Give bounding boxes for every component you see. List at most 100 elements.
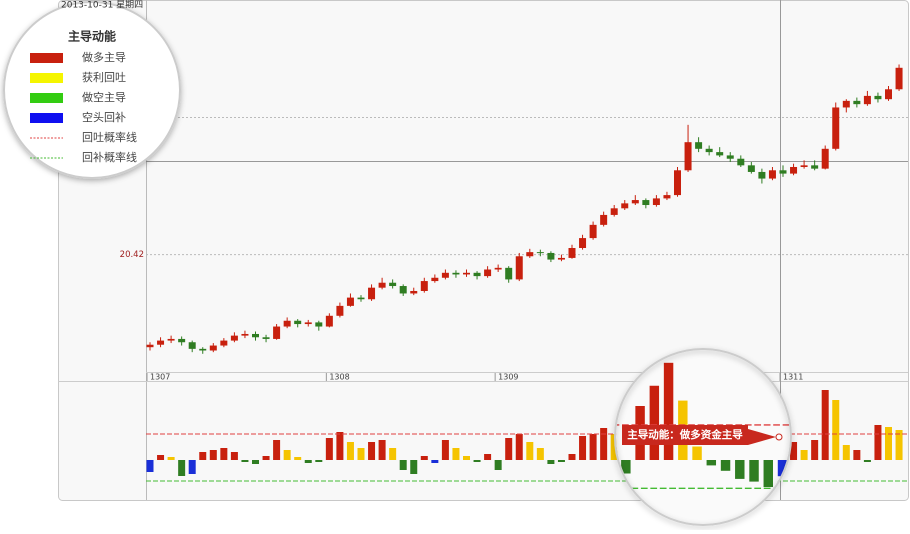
candle-body	[885, 89, 892, 100]
candle-body	[600, 214, 608, 225]
candle-body	[209, 345, 217, 351]
candle-body	[536, 252, 544, 254]
legend-label: 回吐概率线	[82, 130, 137, 144]
bar	[463, 456, 470, 460]
bar	[515, 434, 523, 460]
bar	[441, 440, 449, 460]
candle-body	[325, 315, 333, 327]
bar	[494, 460, 502, 470]
candle-body	[283, 320, 291, 327]
tooltip-text: 主导动能：做多资金主导	[627, 428, 743, 441]
bar	[209, 450, 217, 460]
candle-body	[199, 348, 207, 351]
candle-body	[863, 95, 871, 105]
candle-body	[526, 252, 534, 257]
candle-body	[779, 170, 787, 174]
legend-swatch	[30, 73, 63, 83]
bar	[325, 438, 333, 460]
candle-body	[811, 165, 819, 169]
candle-body	[315, 322, 323, 327]
bar	[557, 460, 565, 462]
candle-body	[346, 297, 354, 306]
bar	[167, 457, 175, 460]
plot: 1307 1308 1309 1311	[146, 64, 908, 482]
legend-label: 获利回吐	[82, 71, 126, 84]
bar	[526, 442, 534, 460]
candle-body	[357, 297, 365, 300]
candle-body	[547, 252, 555, 260]
candle-body	[220, 340, 228, 346]
bar	[874, 425, 882, 460]
bar	[368, 442, 376, 460]
bar	[294, 457, 302, 460]
candle-body	[431, 277, 439, 282]
candle-body	[747, 165, 755, 172]
bar	[484, 454, 492, 460]
candle-body	[146, 344, 154, 348]
candle-body	[505, 267, 513, 280]
bar	[568, 454, 576, 460]
candle-body	[157, 340, 165, 345]
bar	[157, 455, 165, 460]
candle-body	[705, 148, 713, 153]
legend-label: 回补概率线	[82, 150, 137, 164]
bar	[842, 445, 850, 460]
legend-swatch	[30, 93, 63, 103]
candle-body	[874, 95, 882, 100]
bar	[357, 448, 365, 460]
candle-body	[473, 272, 481, 277]
bar	[336, 432, 344, 460]
legend-label: 做多主导	[82, 50, 126, 64]
candle-body	[684, 142, 692, 171]
bar	[863, 460, 871, 462]
candle-body	[695, 142, 703, 149]
tooltip-arrow	[748, 429, 776, 445]
tooltip-dot	[775, 433, 783, 441]
bar	[885, 427, 892, 460]
candle-body	[737, 158, 745, 166]
candle-body	[832, 107, 840, 149]
bar	[600, 428, 608, 460]
candle-body	[188, 342, 196, 349]
candle-body	[895, 67, 903, 90]
bar	[199, 452, 207, 460]
candle-body	[167, 338, 175, 341]
candle-body	[642, 200, 650, 206]
candle-body	[178, 338, 186, 343]
candle-body	[494, 267, 502, 270]
legend-label: 做空主导	[82, 90, 126, 104]
tooltip: 主导动能：做多资金主导	[622, 425, 783, 445]
candle-body	[410, 290, 418, 294]
candle-body	[800, 165, 808, 167]
bar	[252, 460, 259, 464]
candle-body	[716, 152, 724, 156]
candle-body	[621, 203, 629, 209]
candle-body	[230, 335, 238, 341]
tooltip-box	[622, 425, 748, 445]
candle-body	[452, 272, 460, 275]
bar	[399, 460, 407, 470]
bar	[536, 448, 544, 460]
candle-body	[821, 148, 829, 169]
y-tick-label: 20.42	[120, 250, 144, 260]
bar	[230, 452, 238, 460]
bar	[800, 450, 808, 460]
legend-label: 空头回补	[82, 110, 126, 124]
bar	[262, 456, 270, 460]
bar	[610, 434, 618, 460]
candle-body	[557, 257, 565, 260]
bar	[853, 450, 861, 460]
bar	[146, 460, 154, 472]
candle-body	[420, 281, 428, 291]
candle-body	[631, 200, 639, 204]
bar	[220, 448, 228, 460]
x-tick-label: 1308	[329, 373, 349, 382]
candle-body	[368, 287, 376, 300]
candle-body	[589, 224, 597, 239]
bar	[346, 442, 354, 460]
bar	[283, 450, 291, 460]
candle-body	[294, 320, 302, 325]
candle-body	[515, 256, 523, 280]
